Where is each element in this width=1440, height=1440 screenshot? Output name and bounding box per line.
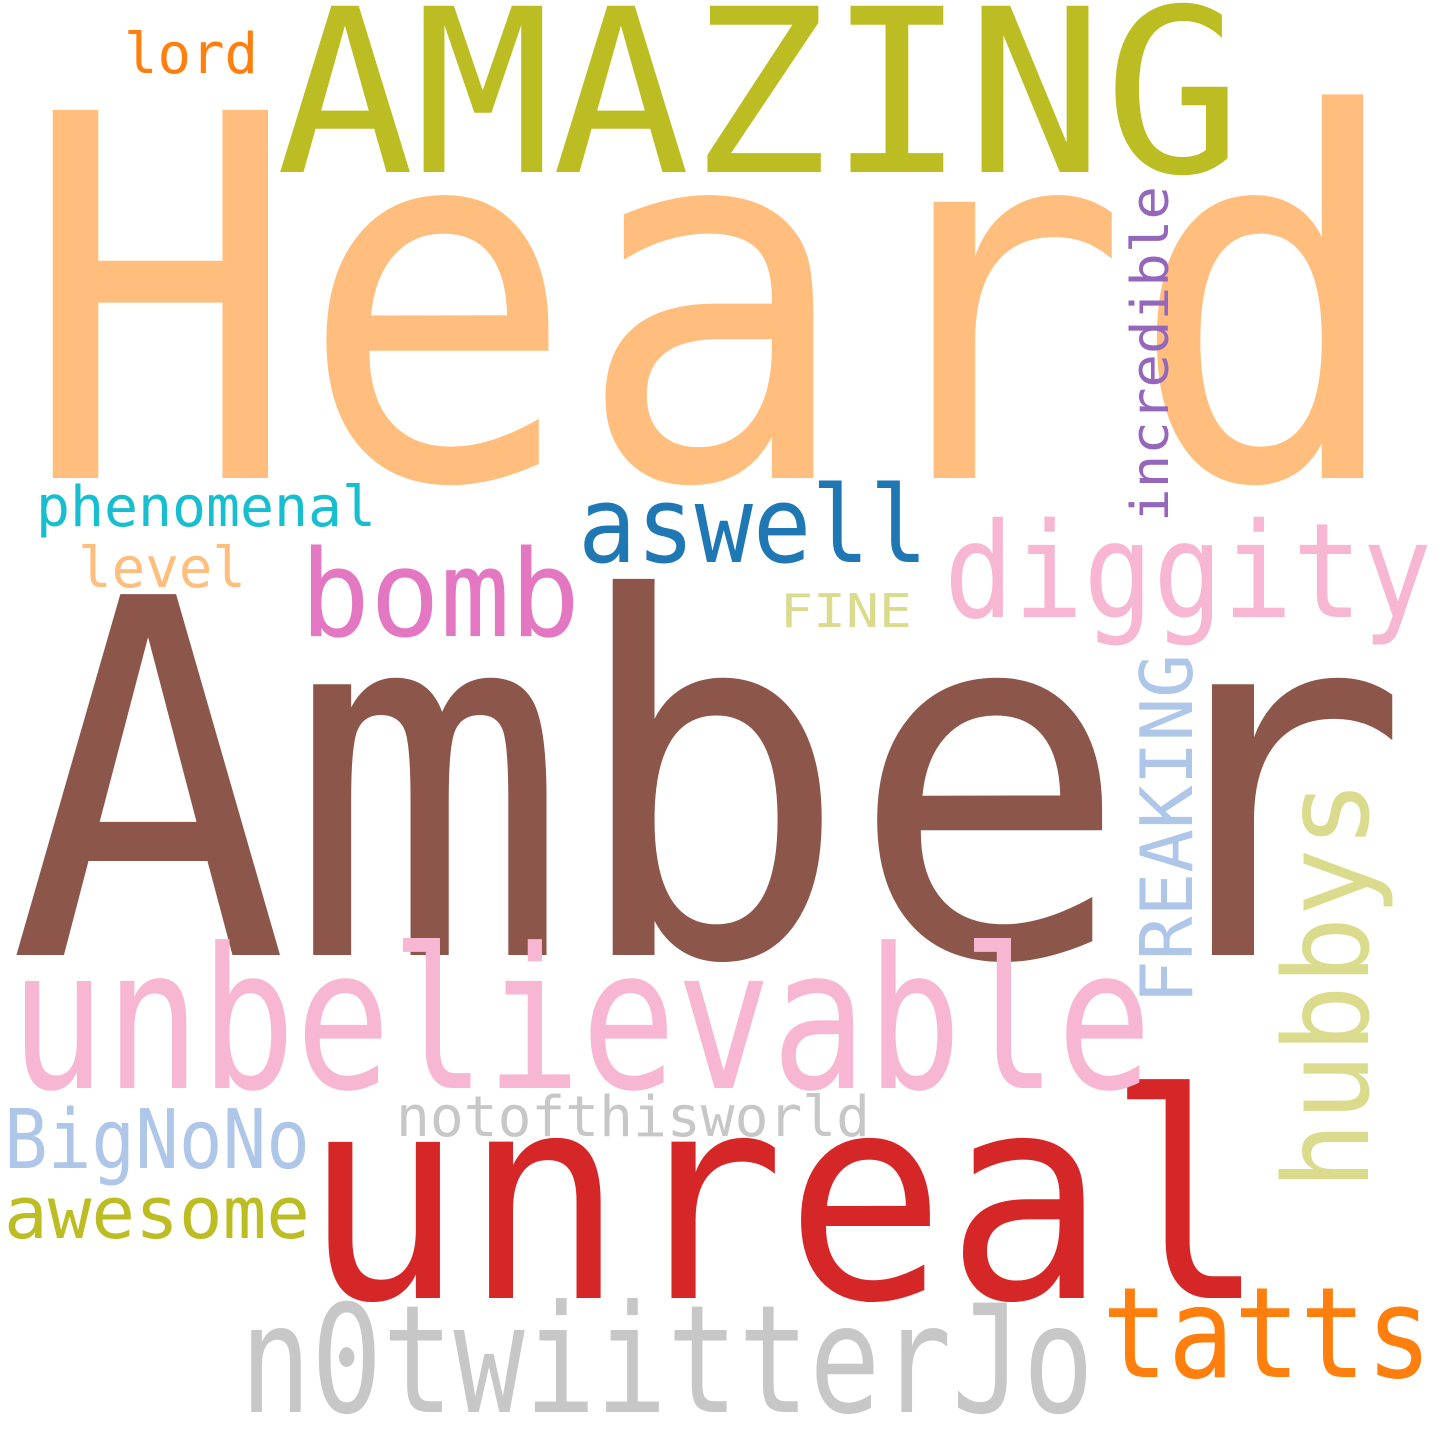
word-heard: Heard: [22, 10, 1406, 598]
word-unreal: unreal: [303, 1034, 1267, 1366]
word-amber: Amber: [8, 496, 1410, 1072]
word-notofthisworld: notofthisworld: [396, 1085, 870, 1150]
word-phenomenal: phenomenal: [36, 475, 376, 540]
word-freaking: FREAKING: [1125, 654, 1209, 1004]
word-bomb: bomb: [300, 526, 580, 665]
word-unbelievable: unbelievable: [10, 907, 1152, 1135]
word-awesome: awesome: [4, 1171, 310, 1255]
word-amazing: AMAZING: [276, 0, 1242, 226]
word-lord: lord: [124, 22, 258, 87]
word-diggity: diggity: [944, 495, 1432, 649]
word-level: level: [78, 536, 246, 601]
word-hubbys: hubbys: [1258, 780, 1396, 1190]
word-fine: FINE: [780, 584, 912, 638]
word-incredible: incredible: [1121, 186, 1181, 522]
word-bignono: BigNoNo: [4, 1093, 310, 1188]
word-tatts: tatts: [1102, 1260, 1432, 1407]
word-n0twiitterjo: n0twiitterJo: [240, 1274, 1094, 1440]
word-aswell: aswell: [578, 464, 928, 587]
